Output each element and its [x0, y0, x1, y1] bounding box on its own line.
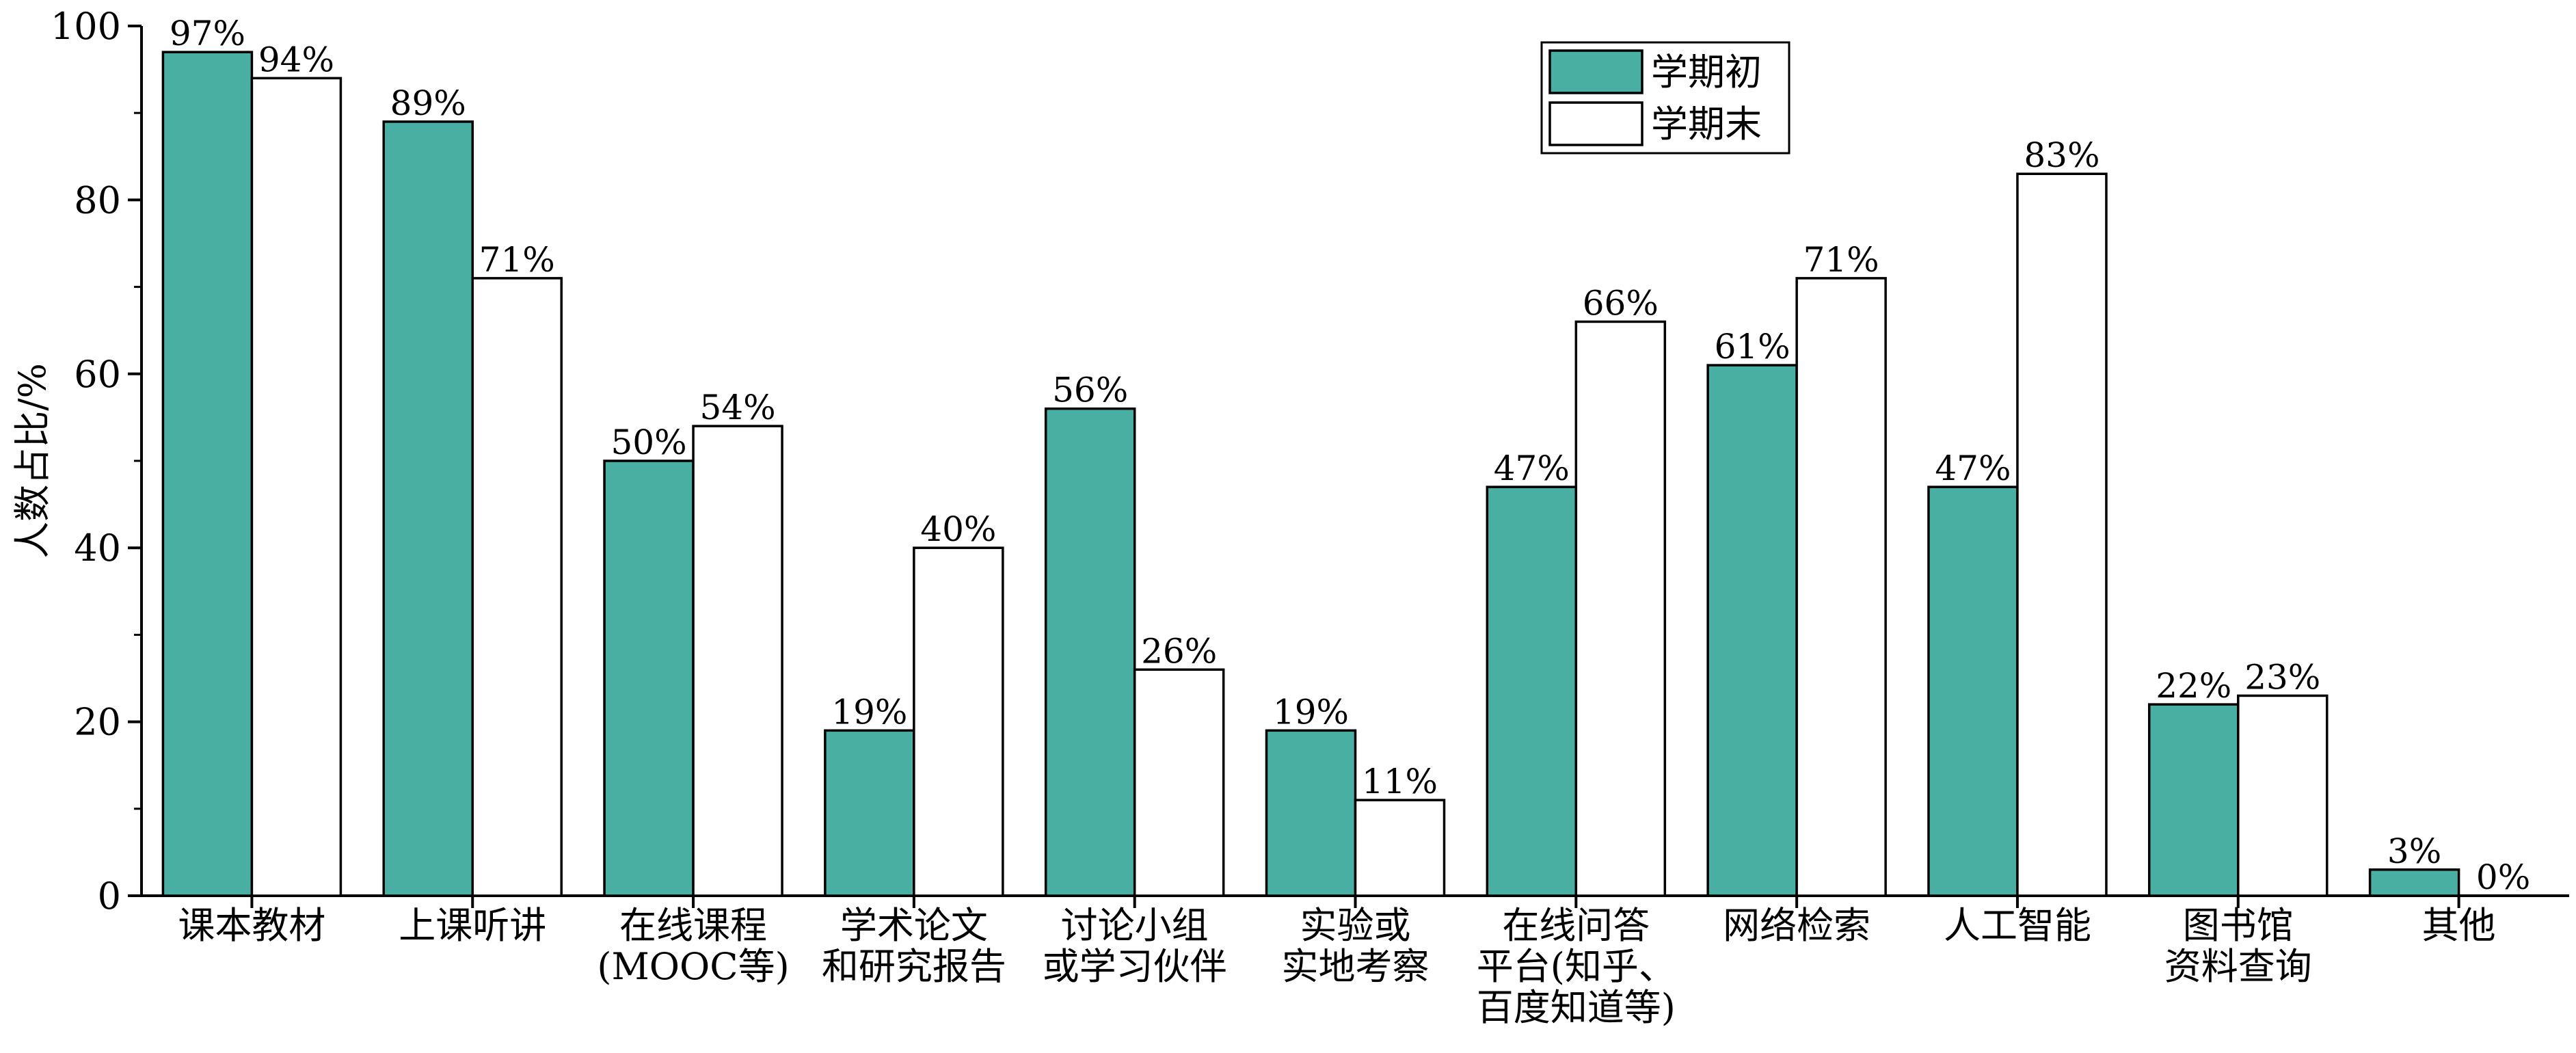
- bar-start-10: [2368, 868, 2460, 897]
- x-tick-label: 学术论文: [840, 904, 988, 947]
- x-tick-label: 在线问答: [1502, 904, 1650, 947]
- data-label: 61%: [1715, 327, 1790, 366]
- bar-start-7: [1706, 364, 1798, 897]
- data-label: 50%: [611, 423, 686, 462]
- legend-swatch: [1548, 49, 1643, 94]
- x-tick-label: 实地考察: [1282, 945, 1430, 988]
- data-label: 94%: [258, 40, 334, 79]
- data-label: 66%: [1583, 283, 1659, 323]
- bar-end-4: [1133, 668, 1225, 897]
- bars: [161, 51, 2460, 897]
- data-label: 71%: [1803, 240, 1879, 280]
- axes: 0 20 40 60 80 100 人数占比/% 课本教材 上课听讲 在线课程(MOOC等) 学术论…: [11, 5, 2569, 1029]
- x-tick-label: 或学习伙伴: [1043, 945, 1227, 988]
- data-label: 83%: [2024, 135, 2099, 175]
- bar-start-2: [603, 459, 695, 897]
- bar-start-6: [1486, 485, 1578, 897]
- bar-end-3: [913, 546, 1004, 897]
- y-tick-label: 60: [74, 353, 121, 396]
- bar-end-2: [692, 425, 783, 897]
- y-tick-label: 20: [74, 701, 121, 744]
- x-tick-label: 实验或: [1300, 904, 1411, 947]
- x-tick-label: 图书馆: [2183, 904, 2294, 947]
- data-label: 11%: [1362, 762, 1438, 801]
- bar-end-6: [1574, 320, 1667, 897]
- bar-end-0: [250, 77, 343, 897]
- data-label: 54%: [699, 388, 775, 427]
- bar-start-1: [382, 120, 474, 897]
- data-label: 19%: [1273, 692, 1349, 732]
- bar-start-9: [2148, 703, 2240, 897]
- data-label: 23%: [2244, 657, 2320, 697]
- data-label: 47%: [1494, 449, 1570, 488]
- data-label: 97%: [170, 14, 245, 53]
- data-label: 47%: [1935, 449, 2011, 488]
- data-label: 89%: [390, 83, 466, 123]
- bar-start-8: [1927, 485, 2019, 897]
- x-tick-label: 上课听讲: [399, 904, 546, 947]
- y-tick-label: 0: [98, 875, 121, 918]
- x-tick-label: 人工智能: [1944, 904, 2091, 947]
- data-label: 22%: [2156, 666, 2231, 706]
- data-label: 3%: [2387, 831, 2441, 871]
- bar-end-8: [2016, 172, 2108, 897]
- legend-label: 学期末: [1651, 103, 1762, 146]
- y-tick-label: 100: [51, 5, 121, 48]
- data-label: 40%: [920, 509, 996, 549]
- data-label: 19%: [831, 692, 907, 732]
- bar-end-9: [2237, 694, 2329, 897]
- data-labels: 97% 94% 89% 71% 50% 54% 19% 40% 56% 26% 19% 11% 47% 6…: [170, 14, 2530, 897]
- data-label: 71%: [479, 240, 555, 280]
- x-tick-label: 课本教材: [178, 904, 325, 947]
- bar-start-0: [161, 51, 254, 897]
- bar-start-5: [1265, 729, 1357, 897]
- x-tick-label: 网络检索: [1723, 904, 1870, 947]
- bar-end-1: [471, 277, 563, 897]
- legend-label: 学期初: [1651, 51, 1762, 94]
- bar-start-3: [824, 729, 915, 897]
- bar-start-4: [1044, 407, 1136, 897]
- y-tick-label: 40: [74, 526, 121, 570]
- data-label: 26%: [1141, 631, 1217, 671]
- bar-end-5: [1354, 799, 1446, 897]
- x-tick-label: 平台(知乎、: [1477, 945, 1676, 988]
- x-tick-label: 讨论小组: [1061, 904, 1209, 947]
- data-label: 0%: [2476, 857, 2530, 897]
- x-tick-label: 在线课程: [619, 904, 767, 947]
- y-tick-label: 80: [74, 178, 121, 222]
- x-tick-label: 百度知道等): [1477, 986, 1676, 1029]
- x-tick-label: 和研究报告: [822, 945, 1006, 988]
- x-tick-label: (MOOC等): [597, 945, 789, 988]
- y-axis-title: 人数占比/%: [11, 363, 54, 559]
- x-tick-label: 资料查询: [2164, 945, 2312, 988]
- legend-swatch: [1548, 101, 1643, 146]
- data-label: 56%: [1052, 371, 1128, 410]
- bar-end-7: [1795, 277, 1887, 897]
- x-tick-label: 其他: [2422, 904, 2496, 947]
